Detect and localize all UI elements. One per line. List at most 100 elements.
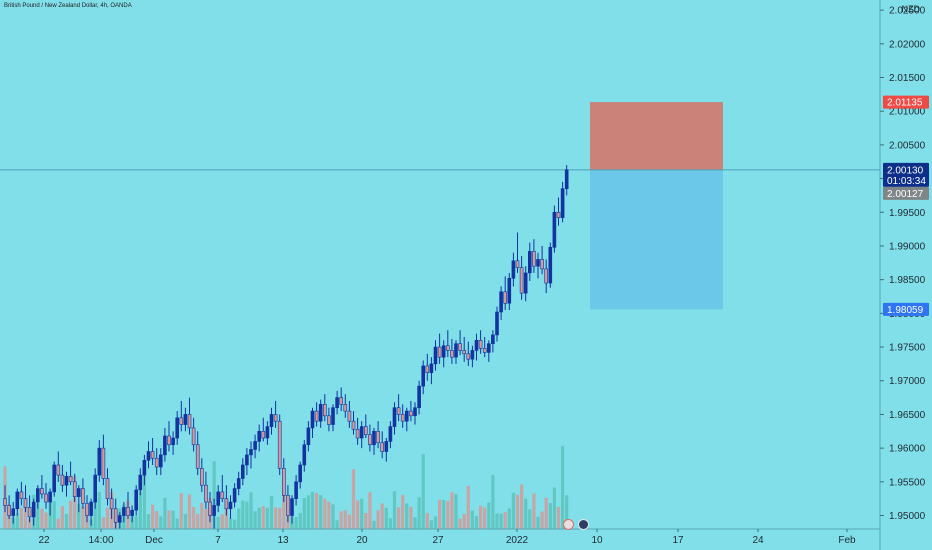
candle-body [372, 430, 376, 446]
candle-body [7, 505, 11, 516]
candle-body [113, 508, 118, 523]
news-event-icon[interactable] [578, 519, 589, 530]
candle-body [56, 464, 61, 476]
candle-body [396, 407, 401, 415]
candle-body [433, 346, 438, 365]
volume-bar [52, 501, 56, 529]
volume-bar [261, 506, 265, 529]
volume-bar [306, 495, 310, 529]
candle-body [236, 478, 241, 489]
candle-body [187, 414, 192, 429]
volume-bar [360, 498, 364, 529]
time-tick-label: 22 [38, 535, 50, 546]
candle-body [72, 481, 77, 497]
candles-layer [3, 165, 569, 529]
volume-bar [466, 485, 470, 529]
volume-bar [450, 492, 454, 529]
volume-bar [64, 513, 69, 529]
candle-body [130, 509, 134, 516]
candle-body [44, 493, 48, 503]
time-tick-label: 24 [752, 535, 764, 546]
volume-bar [433, 516, 438, 529]
candle-body [261, 430, 266, 439]
candle-body [298, 464, 303, 483]
volume-bar [265, 507, 269, 529]
volume-bar [142, 467, 146, 529]
candle-body [384, 441, 389, 452]
volume-bar [524, 498, 528, 529]
volume-bar [204, 508, 208, 529]
volume-bar [343, 510, 347, 529]
candle-body [359, 426, 364, 439]
candle-body [441, 345, 446, 358]
symbol-title[interactable]: British Pound / New Zealand Dollar, 4h, … [4, 3, 132, 9]
candle-body [540, 259, 544, 270]
volume-bar [278, 507, 282, 529]
candle-body [355, 428, 360, 439]
candle-body [486, 343, 491, 353]
volume-bar [298, 512, 302, 529]
candle-body [138, 474, 143, 491]
candle-body [445, 345, 450, 351]
candle-body [507, 278, 512, 304]
volume-bar [491, 474, 495, 529]
candle-body [458, 343, 462, 351]
candle-body [52, 464, 57, 493]
candle-body [109, 498, 114, 510]
candle-body [347, 410, 352, 422]
candle-body [150, 451, 155, 459]
volume-bar [561, 446, 565, 529]
candle-body [556, 211, 561, 218]
candle-body [409, 410, 413, 417]
volume-bar [347, 514, 351, 529]
candle-body [564, 169, 569, 189]
dividend-event-icon[interactable] [563, 519, 574, 530]
candle-body [482, 348, 487, 353]
candle-body [495, 311, 499, 336]
candle-body [60, 474, 65, 486]
price-tick-label: 1.96500 [889, 410, 926, 421]
take-profit-zone[interactable] [590, 169, 723, 310]
volume-bar [327, 501, 331, 529]
candle-body [191, 427, 196, 446]
candle-body [503, 291, 508, 304]
price-tick-label: 2.01000 [889, 107, 926, 118]
volume-bar [15, 513, 19, 529]
candle-body [257, 430, 262, 442]
candle-body [454, 343, 458, 358]
stop-loss-zone[interactable] [590, 102, 723, 170]
candle-body [532, 251, 536, 267]
volume-bar [60, 506, 64, 529]
volume-bar [507, 508, 511, 529]
time-tick-label: 27 [432, 535, 444, 546]
price-tick-label: 2.02000 [889, 39, 926, 50]
volume-bar [384, 507, 388, 529]
candle-body [429, 363, 434, 373]
volume-bar [335, 520, 339, 529]
price-tick-label: 1.95000 [889, 511, 926, 522]
prev-close-label-bg [883, 186, 929, 200]
volume-bar [425, 513, 429, 529]
candle-body [314, 410, 319, 422]
volume-bar [167, 510, 171, 529]
candle-body [376, 430, 380, 444]
candle-body [171, 437, 175, 446]
candle-body [122, 507, 126, 516]
time-tick-label: 7 [215, 535, 221, 546]
time-tick-label: 20 [356, 535, 368, 546]
price-tick-label: 2.02500 [889, 6, 926, 17]
volume-bar [495, 513, 499, 529]
candle-body [228, 501, 233, 510]
candle-body [413, 407, 417, 417]
candle-body [118, 515, 122, 523]
prev-close-label: 2.00127 [887, 189, 924, 200]
candle-body [195, 444, 200, 469]
candle-body [470, 350, 475, 360]
volume-bar [200, 502, 204, 529]
candle-body [101, 447, 106, 479]
time-axis[interactable]: 22 14:00 Dec 7 13 20 27 2022 10 17 24 Feb [38, 529, 856, 546]
candle-body [68, 476, 73, 483]
price-tick-label: 1.97000 [889, 376, 926, 387]
